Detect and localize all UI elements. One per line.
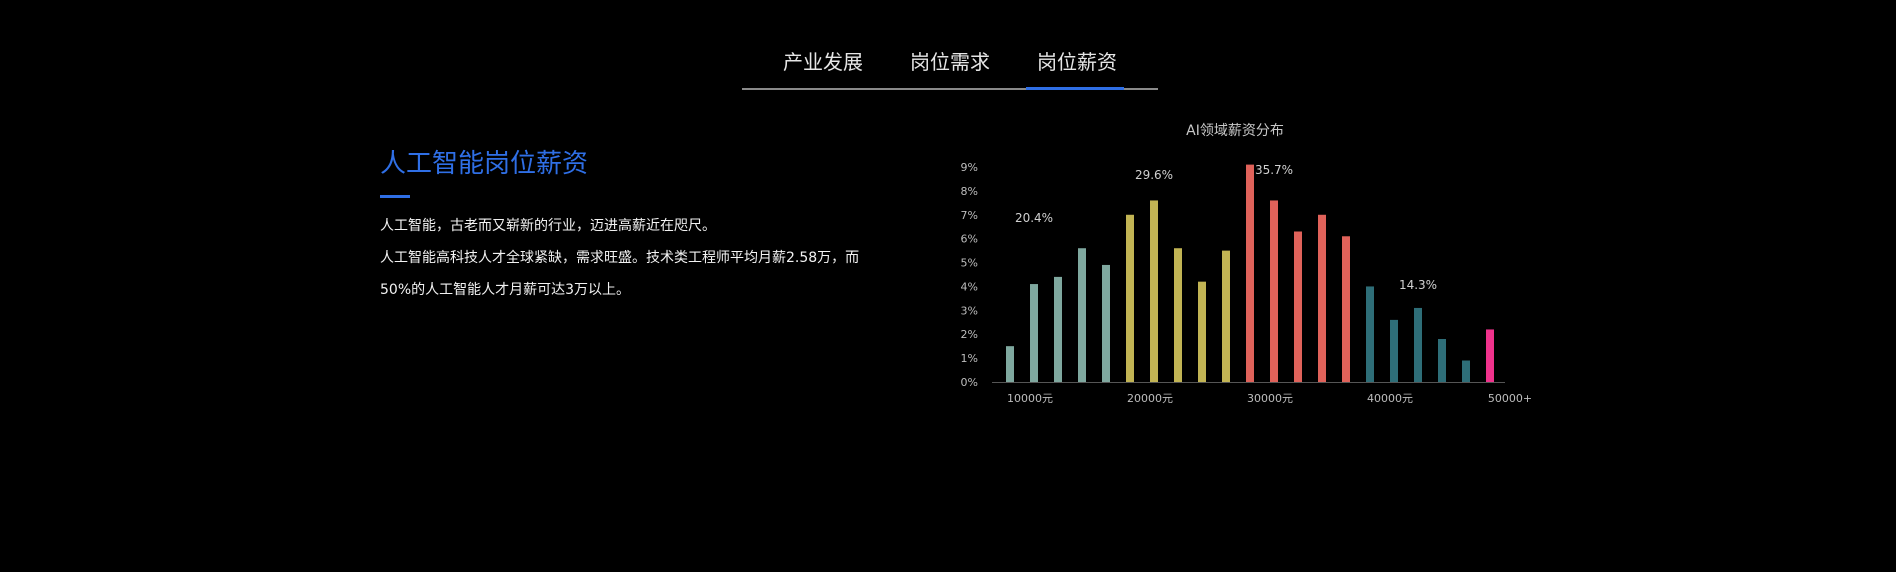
y-tick-label: 6% bbox=[961, 233, 978, 246]
bar bbox=[1054, 276, 1062, 382]
bar bbox=[1438, 339, 1446, 382]
bar bbox=[1078, 248, 1086, 382]
y-tick-label: 7% bbox=[961, 209, 978, 222]
salary-chart-svg: AI领域薪资分布 0% 1% 2% 3% 4% 5% 6% 7% 8% 9% 10000元 20000… bbox=[961, 123, 1533, 405]
paragraph-line-2: 人工智能高科技人才全球紧缺，需求旺盛。技术类工程师平均月薪2.58万，而 bbox=[380, 250, 860, 266]
tab-industry[interactable]: 产业发展 bbox=[783, 50, 863, 74]
bar bbox=[1102, 264, 1110, 382]
y-tick-label: 1% bbox=[961, 352, 978, 365]
bar bbox=[1390, 319, 1398, 382]
bar bbox=[1198, 281, 1206, 382]
bar bbox=[1294, 231, 1302, 382]
y-tick-label: 4% bbox=[961, 280, 978, 293]
bar bbox=[1366, 286, 1374, 382]
bar bbox=[1246, 164, 1254, 382]
y-tick-label: 0% bbox=[961, 376, 978, 389]
bar bbox=[1150, 200, 1158, 382]
data-label: 29.6% bbox=[1135, 168, 1173, 182]
data-label: 20.4% bbox=[1015, 211, 1053, 225]
y-tick-label: 9% bbox=[961, 161, 978, 174]
bar bbox=[1006, 346, 1014, 382]
bar bbox=[1318, 214, 1326, 382]
tab-salary[interactable]: 岗位薪资 bbox=[1037, 50, 1117, 74]
bar bbox=[1342, 236, 1350, 382]
paragraph-line-3: 50%的人工智能人才月薪可达3万以上。 bbox=[380, 282, 631, 298]
y-tick-label: 2% bbox=[961, 328, 978, 341]
tab-bar: 产业发展 岗位需求 岗位薪资 bbox=[742, 0, 1158, 92]
tab-baseline bbox=[742, 88, 1158, 90]
bar bbox=[1414, 307, 1422, 382]
data-label: 35.7% bbox=[1255, 163, 1293, 177]
data-label: 14.3% bbox=[1399, 278, 1437, 292]
x-tick-label: 50000+ bbox=[1488, 392, 1532, 405]
x-tick-label: 20000元 bbox=[1127, 392, 1173, 405]
y-tick-label: 3% bbox=[961, 304, 978, 317]
y-tick-label: 5% bbox=[961, 257, 978, 270]
chart-title: AI领域薪资分布 bbox=[1186, 123, 1284, 139]
section-title: 人工智能岗位薪资 bbox=[380, 149, 589, 179]
bar bbox=[1126, 214, 1134, 382]
tab-demand[interactable]: 岗位需求 bbox=[910, 50, 990, 74]
bar bbox=[1486, 329, 1494, 382]
bar bbox=[1030, 284, 1038, 382]
y-tick-label: 8% bbox=[961, 185, 978, 198]
bar bbox=[1270, 200, 1278, 382]
title-accent-bar bbox=[380, 195, 410, 198]
x-tick-label: 10000元 bbox=[1007, 392, 1053, 405]
bar bbox=[1174, 248, 1182, 382]
bar bbox=[1462, 360, 1470, 382]
salary-chart: AI领域薪资分布 0% 1% 2% 3% 4% 5% 6% 7% 8% 9% 10000元 20000… bbox=[940, 110, 1540, 424]
tab-active-indicator bbox=[1026, 87, 1124, 90]
x-tick-label: 30000元 bbox=[1247, 392, 1293, 405]
paragraph-line-1: 人工智能，古老而又崭新的行业，迈进高薪近在咫尺。 bbox=[380, 218, 716, 234]
x-tick-label: 40000元 bbox=[1367, 392, 1413, 405]
bar bbox=[1222, 250, 1230, 382]
